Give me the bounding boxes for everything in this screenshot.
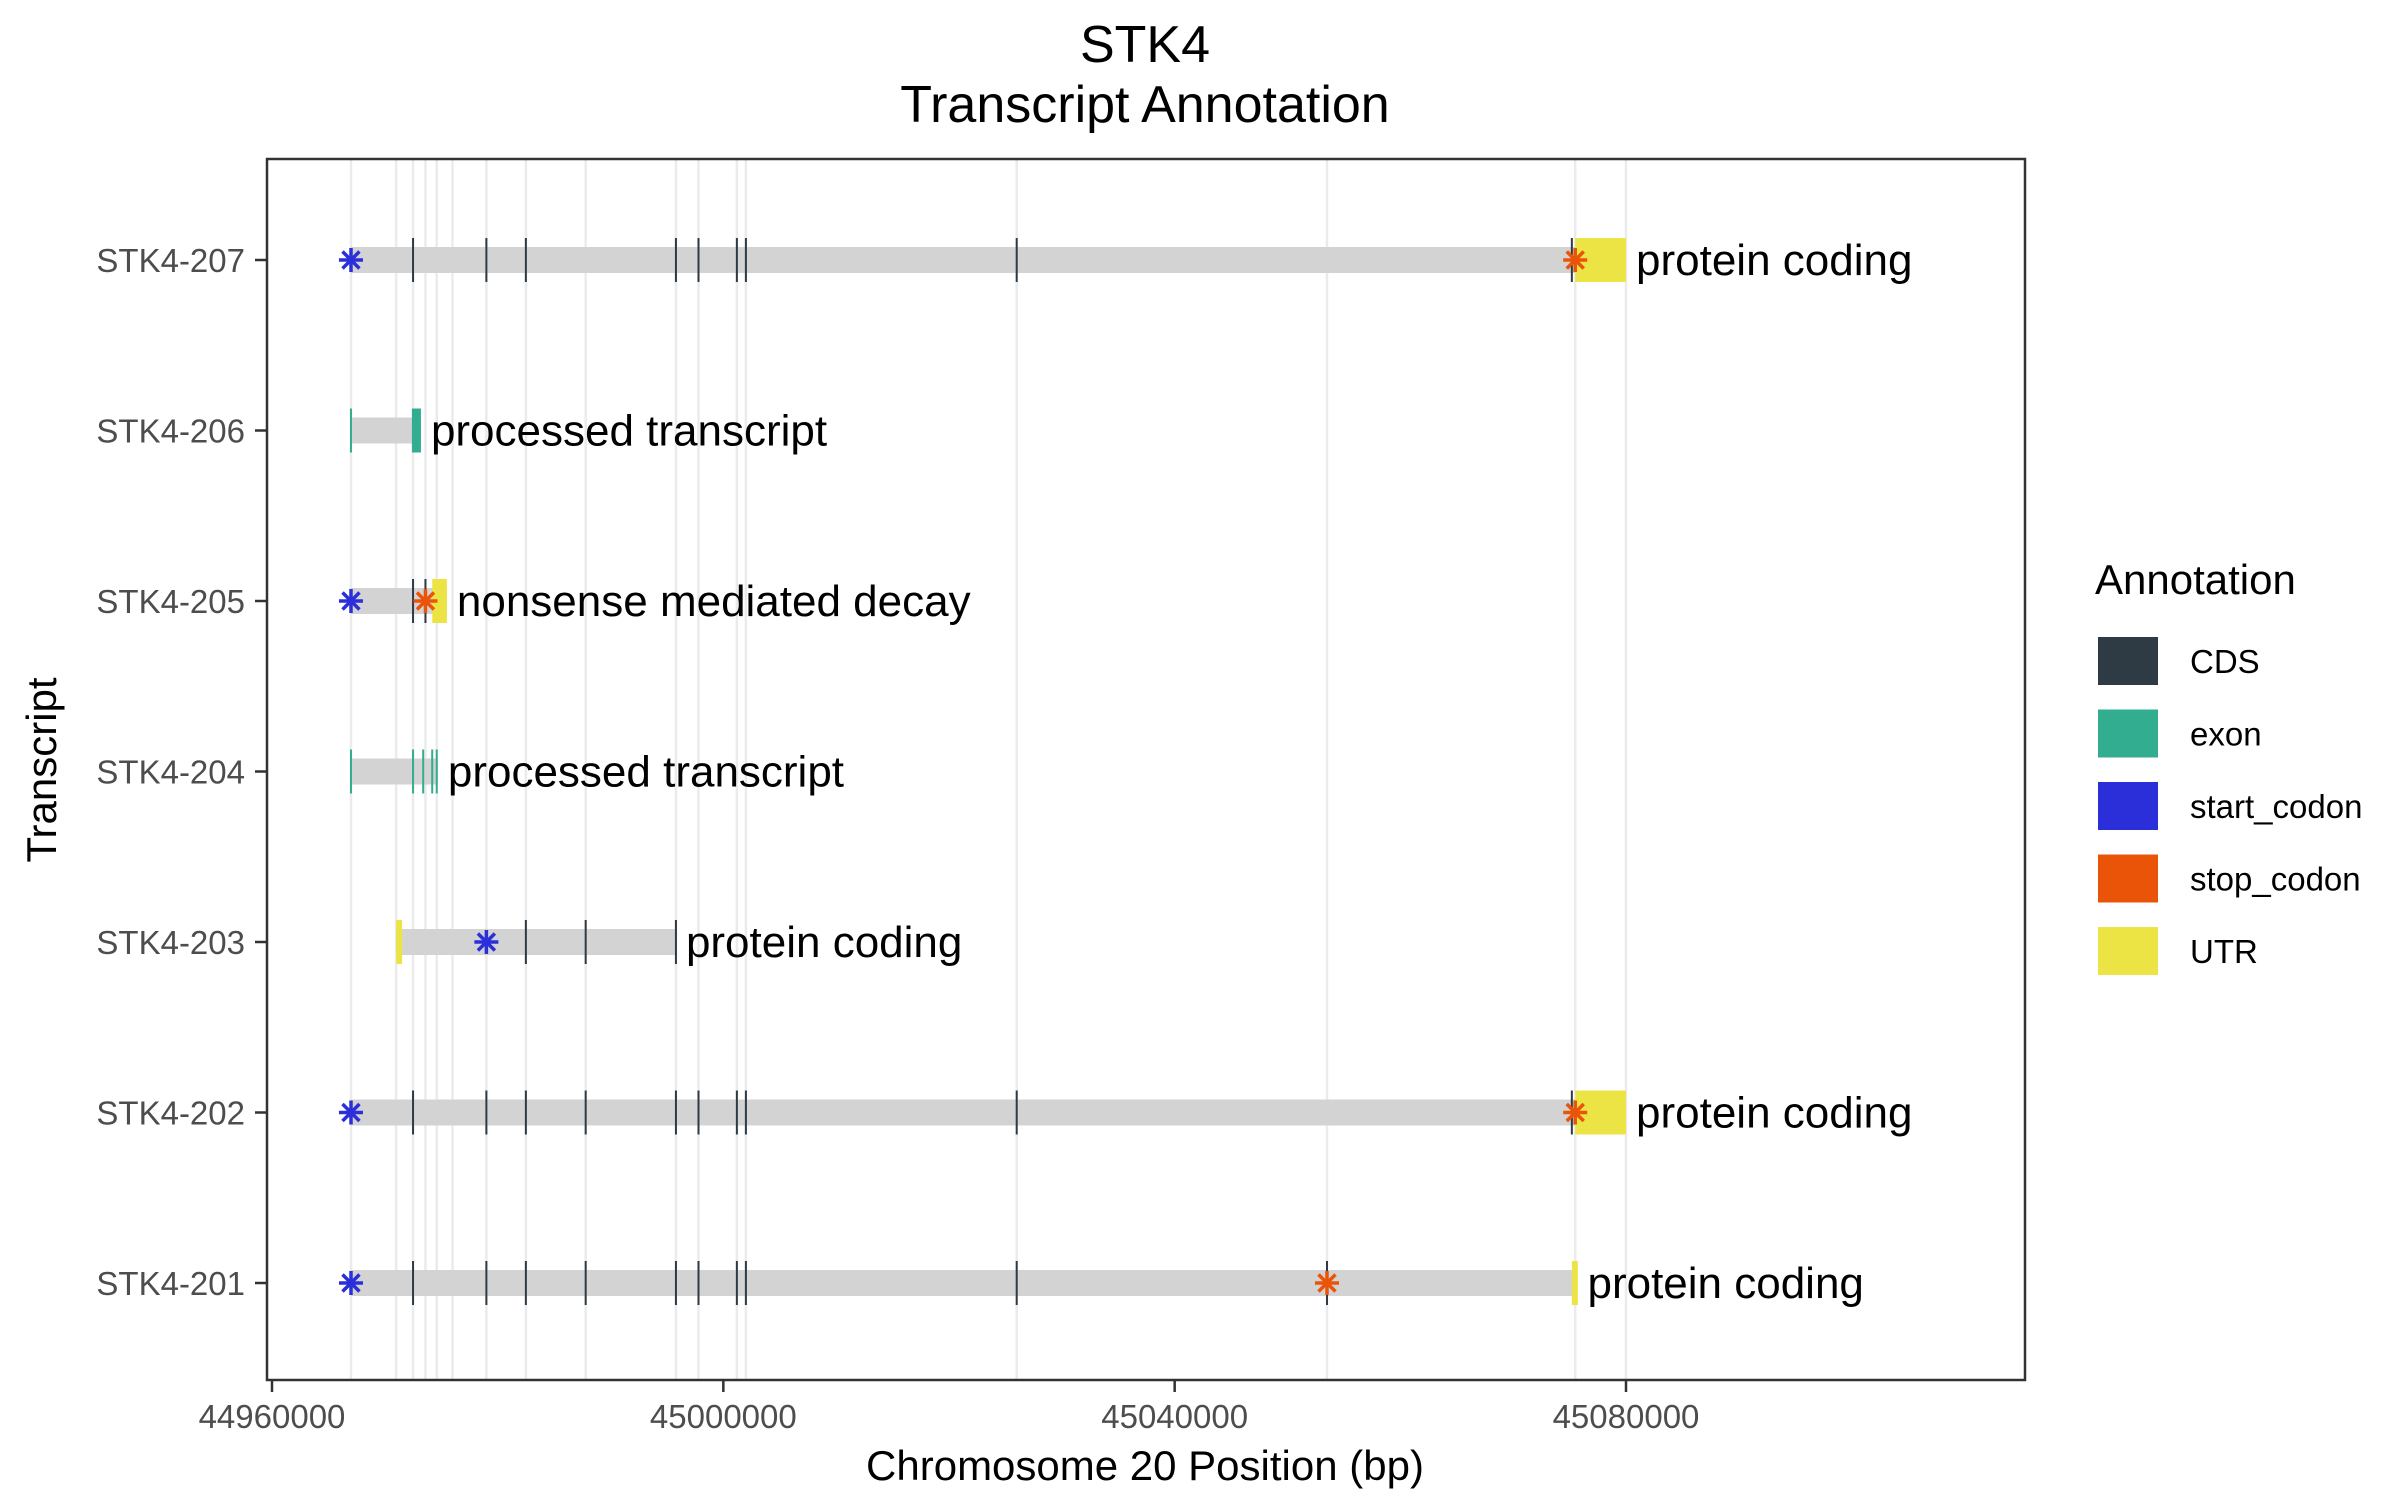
start-codon-marker bbox=[474, 930, 499, 954]
transcript-stk4-207: protein coding bbox=[338, 236, 1912, 285]
utr-block bbox=[396, 920, 403, 964]
y-tick-label: STK4-201 bbox=[96, 1265, 245, 1302]
transcript-stk4-202: protein coding bbox=[338, 1089, 1912, 1138]
legend-label-exon: exon bbox=[2190, 716, 2262, 753]
legend-title: Annotation bbox=[2095, 556, 2296, 603]
start-codon-marker bbox=[338, 248, 363, 272]
biotype-label: processed transcript bbox=[448, 748, 844, 797]
start-codon-marker-ray bbox=[341, 591, 361, 611]
start-codon-marker-ray bbox=[341, 1273, 361, 1293]
y-tick-label: STK4-205 bbox=[96, 583, 245, 620]
utr-block bbox=[432, 579, 447, 623]
legend-swatch-start-codon bbox=[2098, 782, 2158, 830]
plot-area: protein coding STK4-207 processed transcri… bbox=[96, 157, 2027, 1435]
y-axis-title: Transcript bbox=[18, 677, 65, 862]
start-codon-marker bbox=[338, 1271, 363, 1295]
stop-codon-marker-ray bbox=[1317, 1273, 1337, 1293]
legend-swatch-cds bbox=[2098, 637, 2158, 685]
transcript-stk4-206: processed transcript bbox=[349, 407, 827, 456]
biotype-label: protein coding bbox=[1636, 1089, 1912, 1138]
transcript-span-bar bbox=[350, 1270, 1578, 1296]
biotype-label: processed transcript bbox=[431, 407, 827, 456]
utr-block bbox=[1571, 1261, 1578, 1305]
transcript-span-bar bbox=[350, 758, 438, 785]
y-tick-label: STK4-204 bbox=[96, 754, 245, 791]
legend-label-cds: CDS bbox=[2190, 643, 2260, 680]
legend-label-utr: UTR bbox=[2190, 933, 2258, 970]
biotype-label: protein coding bbox=[1636, 236, 1912, 285]
transcript-span-bar bbox=[350, 1099, 1626, 1126]
transcript-stk4-203: protein coding bbox=[396, 918, 962, 967]
plot-border bbox=[265, 157, 2027, 1382]
legend-label-start-codon: start_codon bbox=[2190, 788, 2362, 825]
plot-background bbox=[267, 159, 2025, 1380]
start-codon-marker bbox=[338, 589, 363, 613]
exon-block bbox=[411, 408, 421, 453]
transcript-stk4-201: protein coding bbox=[338, 1259, 1864, 1308]
start-codon-marker-ray bbox=[341, 1102, 361, 1123]
transcript-stk4-204: processed transcript bbox=[349, 748, 844, 797]
y-tick-label: STK4-203 bbox=[96, 924, 245, 961]
transcript-span-bar bbox=[350, 247, 1626, 273]
x-tick-label: 45040000 bbox=[1101, 1398, 1248, 1435]
legend-label-stop-codon: stop_codon bbox=[2190, 861, 2361, 898]
legend-swatch-exon bbox=[2098, 709, 2158, 758]
x-tick-label: 45000000 bbox=[650, 1398, 797, 1435]
legend-swatch-stop-codon bbox=[2098, 854, 2158, 903]
biotype-label: protein coding bbox=[1587, 1259, 1863, 1308]
stop-codon-marker bbox=[1563, 1100, 1588, 1125]
y-tick-label: STK4-202 bbox=[96, 1095, 245, 1132]
stop-codon-marker-ray bbox=[1565, 1102, 1585, 1123]
chart-title: STK4 bbox=[1080, 16, 1210, 74]
stop-codon-marker bbox=[1314, 1271, 1339, 1295]
biotype-label: nonsense mediated decay bbox=[457, 577, 971, 626]
stop-codon-marker bbox=[413, 589, 438, 613]
start-codon-marker bbox=[338, 1100, 363, 1125]
legend: CDS exon start_codon stop_codon UTR bbox=[2098, 637, 2362, 975]
transcript-span-bar bbox=[350, 417, 421, 444]
stop-codon-marker bbox=[1563, 248, 1588, 272]
x-axis-title: Chromosome 20 Position (bp) bbox=[866, 1442, 1424, 1489]
start-codon-marker-ray bbox=[341, 250, 361, 270]
y-tick-label: STK4-207 bbox=[96, 242, 245, 279]
legend-swatch-utr bbox=[2098, 927, 2158, 975]
stop-codon-marker-ray bbox=[415, 591, 436, 611]
start-codon-marker-ray bbox=[476, 932, 497, 952]
stop-codon-marker-ray bbox=[1565, 250, 1585, 270]
transcript-stk4-205: nonsense mediated decay bbox=[338, 577, 971, 626]
y-tick-label: STK4-206 bbox=[96, 413, 245, 450]
x-tick-label: 44960000 bbox=[199, 1398, 346, 1435]
biotype-label: protein coding bbox=[686, 918, 962, 967]
chart-subtitle: Transcript Annotation bbox=[900, 76, 1389, 134]
transcript-span-bar bbox=[396, 929, 676, 955]
x-tick-label: 45080000 bbox=[1553, 1398, 1700, 1435]
